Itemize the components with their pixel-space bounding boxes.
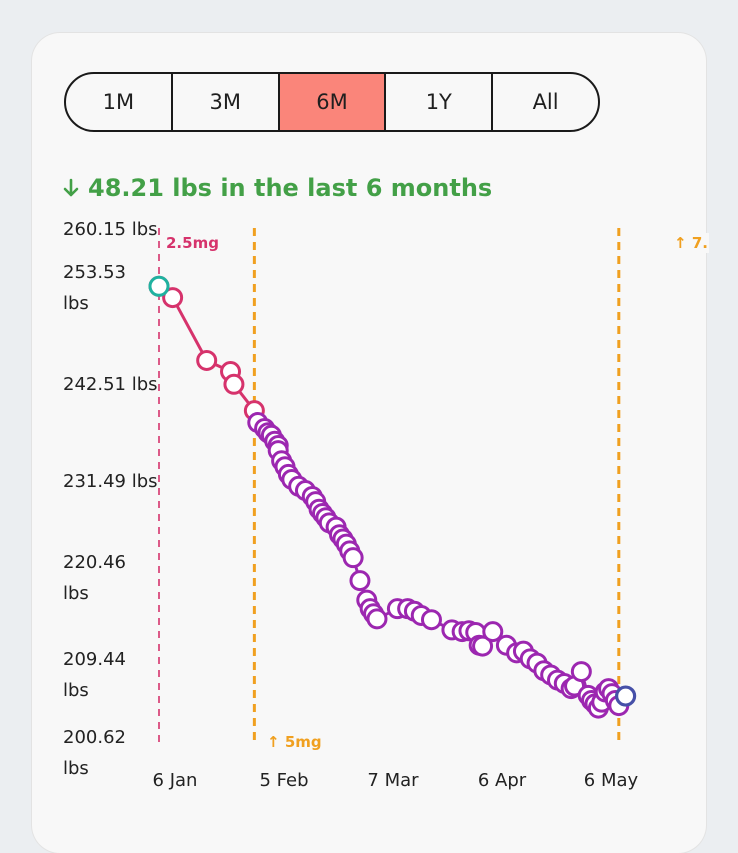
data-point [351,572,369,590]
x-tick-label: 6 Apr [478,770,526,791]
data-point [422,611,440,629]
last-data-point [617,687,635,705]
data-point [344,549,362,567]
data-point [225,375,243,393]
dose-label-2-5mg: 2.5mg [163,233,222,253]
x-tick-label: 5 Feb [259,770,308,791]
dose-label-7-5mg: ↑ 7.5mg [671,233,709,253]
data-point [572,663,590,681]
x-tick-label: 6 Jan [153,770,198,791]
arrow-up-icon: ↑ [267,733,280,751]
x-tick-label: 7 Mar [367,770,418,791]
data-point [198,351,216,369]
arrow-up-icon: ↑ [674,234,687,252]
dose-label-5mg: ↑ 5mg [264,732,325,752]
data-point [368,610,386,628]
series-line [254,411,618,708]
first-data-point [150,277,168,295]
x-tick-label: 6 May [584,770,638,791]
